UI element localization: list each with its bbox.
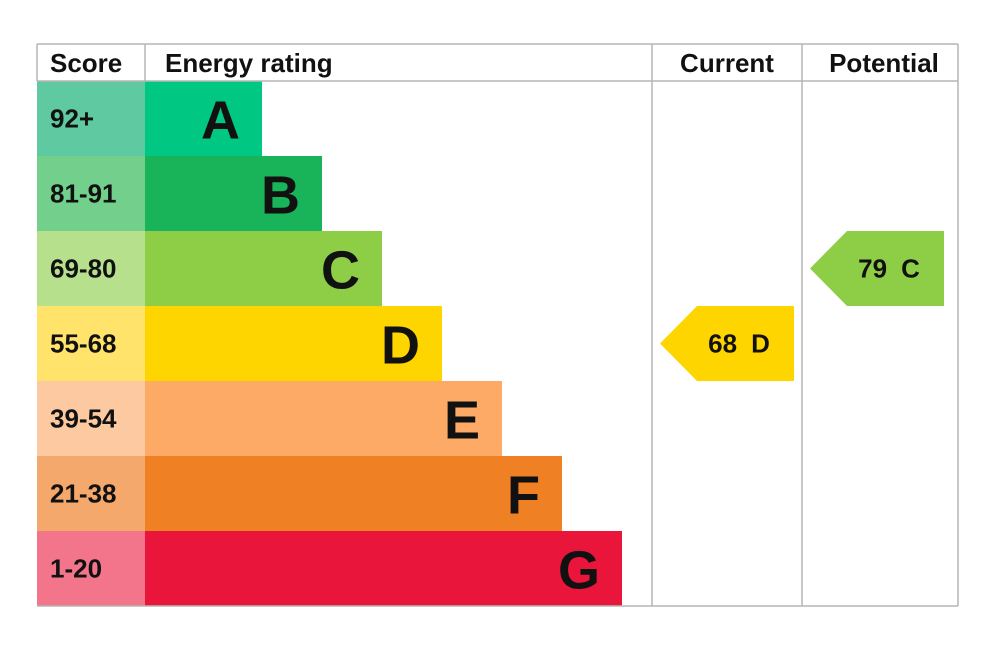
header-current: Current	[680, 48, 774, 78]
potential-letter: C	[901, 254, 920, 284]
rating-bar	[145, 156, 322, 231]
score-label: 69-80	[50, 254, 117, 284]
score-cell	[37, 381, 145, 456]
rating-letter: B	[261, 166, 300, 226]
score-label: 92+	[50, 104, 94, 134]
header-rating: Energy rating	[165, 48, 333, 78]
score-cell	[37, 156, 145, 231]
potential-arrow	[810, 231, 944, 306]
current-letter: D	[751, 329, 770, 359]
score-label: 39-54	[50, 404, 117, 434]
rating-letter: F	[507, 466, 540, 526]
score-label: 55-68	[50, 329, 117, 359]
rating-bar	[145, 456, 562, 531]
header-score: Score	[50, 48, 122, 78]
rating-letter: C	[321, 241, 360, 301]
score-cell	[37, 306, 145, 381]
rating-bar	[145, 306, 442, 381]
header-potential: Potential	[829, 48, 939, 78]
current-arrow	[660, 306, 794, 381]
current-label: 68 D	[708, 329, 770, 359]
rating-letter: D	[381, 316, 420, 376]
score-cell	[37, 81, 145, 156]
score-cell	[37, 231, 145, 306]
potential-value: 79	[858, 254, 887, 284]
current-value: 68	[708, 329, 737, 359]
rating-bar	[145, 381, 502, 456]
rating-bar	[145, 231, 382, 306]
score-label: 81-91	[50, 179, 117, 209]
score-cell	[37, 456, 145, 531]
rating-bar	[145, 531, 622, 606]
rating-bar	[145, 81, 262, 156]
rating-letter: A	[201, 91, 240, 151]
rating-letter: G	[558, 541, 600, 601]
rating-letter: E	[444, 391, 480, 451]
score-label: 1-20	[50, 554, 102, 584]
score-cell	[37, 531, 145, 606]
potential-label: 79 C	[858, 254, 920, 284]
score-label: 21-38	[50, 479, 117, 509]
